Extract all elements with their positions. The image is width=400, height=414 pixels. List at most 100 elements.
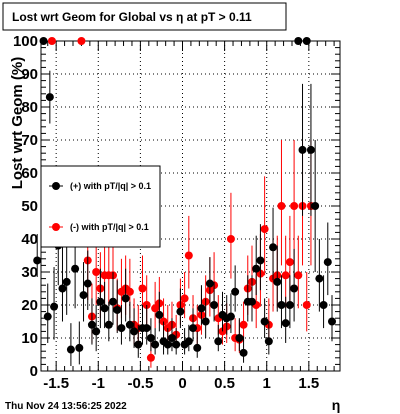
- data-point: [66, 345, 75, 354]
- data-point: [87, 320, 96, 329]
- data-point: [323, 258, 332, 267]
- data-point: [77, 37, 86, 45]
- y-tick-label: 80: [21, 99, 38, 116]
- chart-title: Lost wrt Geom for Global vs η at pT > 0.…: [12, 10, 252, 24]
- legend-label-minus: (-) with pT/|q| > 0.1: [70, 222, 149, 232]
- legend-box: [40, 165, 161, 248]
- data-point: [39, 37, 48, 45]
- tick-labels: 0 10 20 30 40 50 60 70 80 90 100 -1.5 -1 -0.5 0 0.5 1 1.5: [13, 33, 319, 392]
- data-point: [100, 304, 109, 313]
- data-point: [167, 334, 176, 342]
- data-point: [327, 317, 336, 326]
- data-point: [155, 310, 164, 319]
- y-tick-label: 0: [30, 363, 38, 380]
- data-point: [96, 297, 105, 306]
- y-axis-title: Lost wrt Geom (%): [9, 57, 26, 190]
- data-point: [273, 277, 282, 286]
- data-point: [117, 324, 126, 333]
- x-tick-label: 0: [178, 375, 186, 392]
- data-point: [62, 277, 71, 286]
- y-tick-label: 20: [21, 297, 38, 314]
- data-point: [125, 320, 134, 329]
- data-point: [197, 304, 206, 313]
- data-point: [260, 225, 269, 234]
- data-point: [50, 302, 59, 311]
- timestamp: Thu Nov 24 13:56:25 2022: [5, 401, 127, 412]
- data-point: [277, 301, 286, 309]
- data-point: [146, 353, 155, 362]
- data-point: [109, 297, 118, 306]
- y-tick-label: 40: [21, 231, 38, 248]
- data-point: [231, 287, 240, 296]
- chart-title-box: Lost wrt Geom for Global vs η at pT > 0.…: [2, 2, 287, 31]
- data-point: [315, 274, 324, 283]
- data-point: [58, 284, 67, 293]
- data-point: [33, 256, 42, 265]
- x-tick-label: -1.5: [43, 375, 69, 392]
- data-point: [298, 145, 307, 154]
- y-tick-label: 60: [21, 165, 38, 182]
- y-tick-label: 30: [21, 264, 38, 281]
- series-plus: [33, 37, 336, 367]
- data-point: [290, 284, 299, 293]
- data-point: [210, 301, 219, 309]
- data-point: [302, 37, 311, 45]
- data-point: [264, 337, 273, 346]
- data-point: [151, 340, 160, 349]
- data-point: [285, 301, 294, 309]
- data-point: [319, 301, 328, 309]
- data-point: [302, 301, 311, 309]
- data-point: [235, 334, 244, 342]
- x-axis-title: η: [332, 397, 341, 413]
- data-point: [306, 145, 315, 154]
- data-point: [214, 337, 223, 346]
- data-point: [290, 202, 299, 210]
- data-point: [71, 264, 80, 273]
- data-point: [130, 327, 139, 336]
- data-layer: [33, 37, 336, 368]
- data-point: [205, 279, 214, 288]
- y-tick-label: 10: [21, 330, 38, 347]
- data-point: [226, 235, 235, 243]
- axis-ticks: [41, 40, 340, 372]
- data-point: [277, 202, 286, 210]
- data-point: [180, 294, 189, 303]
- data-point: [269, 243, 278, 252]
- data-point: [201, 317, 210, 326]
- data-point: [256, 256, 265, 265]
- x-tick-label: 0.5: [214, 375, 235, 392]
- data-point: [79, 291, 88, 300]
- data-point: [239, 348, 248, 357]
- x-tick-label: -1: [92, 375, 105, 392]
- data-point: [138, 284, 147, 293]
- y-tick-label: 50: [21, 198, 38, 215]
- data-point: [189, 324, 198, 333]
- data-point: [83, 279, 92, 288]
- legend-label-plus: (+) with pT/|q| > 0.1: [70, 181, 151, 191]
- data-point: [121, 294, 130, 303]
- data-point: [239, 320, 248, 329]
- data-point: [146, 334, 155, 342]
- data-point: [226, 312, 235, 321]
- data-point: [104, 320, 113, 329]
- data-point: [260, 317, 269, 326]
- data-point: [294, 271, 303, 280]
- data-point: [75, 343, 84, 352]
- data-point: [294, 37, 303, 45]
- data-point: [47, 37, 56, 45]
- y-tick-label: 70: [21, 132, 38, 149]
- legend-marker-plus: [52, 182, 60, 190]
- data-point: [113, 305, 122, 314]
- data-point: [311, 202, 320, 210]
- data-point: [247, 297, 256, 306]
- data-point: [92, 327, 101, 336]
- data-point: [125, 287, 134, 296]
- data-point: [45, 93, 54, 102]
- x-tick-label: -0.5: [127, 375, 153, 392]
- data-point: [285, 258, 294, 267]
- data-point: [43, 312, 52, 321]
- legend: (+) with pT/|q| > 0.1 (-) with pT/|q| > …: [40, 165, 161, 248]
- y-tick-label: 90: [21, 66, 38, 83]
- data-point: [92, 268, 101, 276]
